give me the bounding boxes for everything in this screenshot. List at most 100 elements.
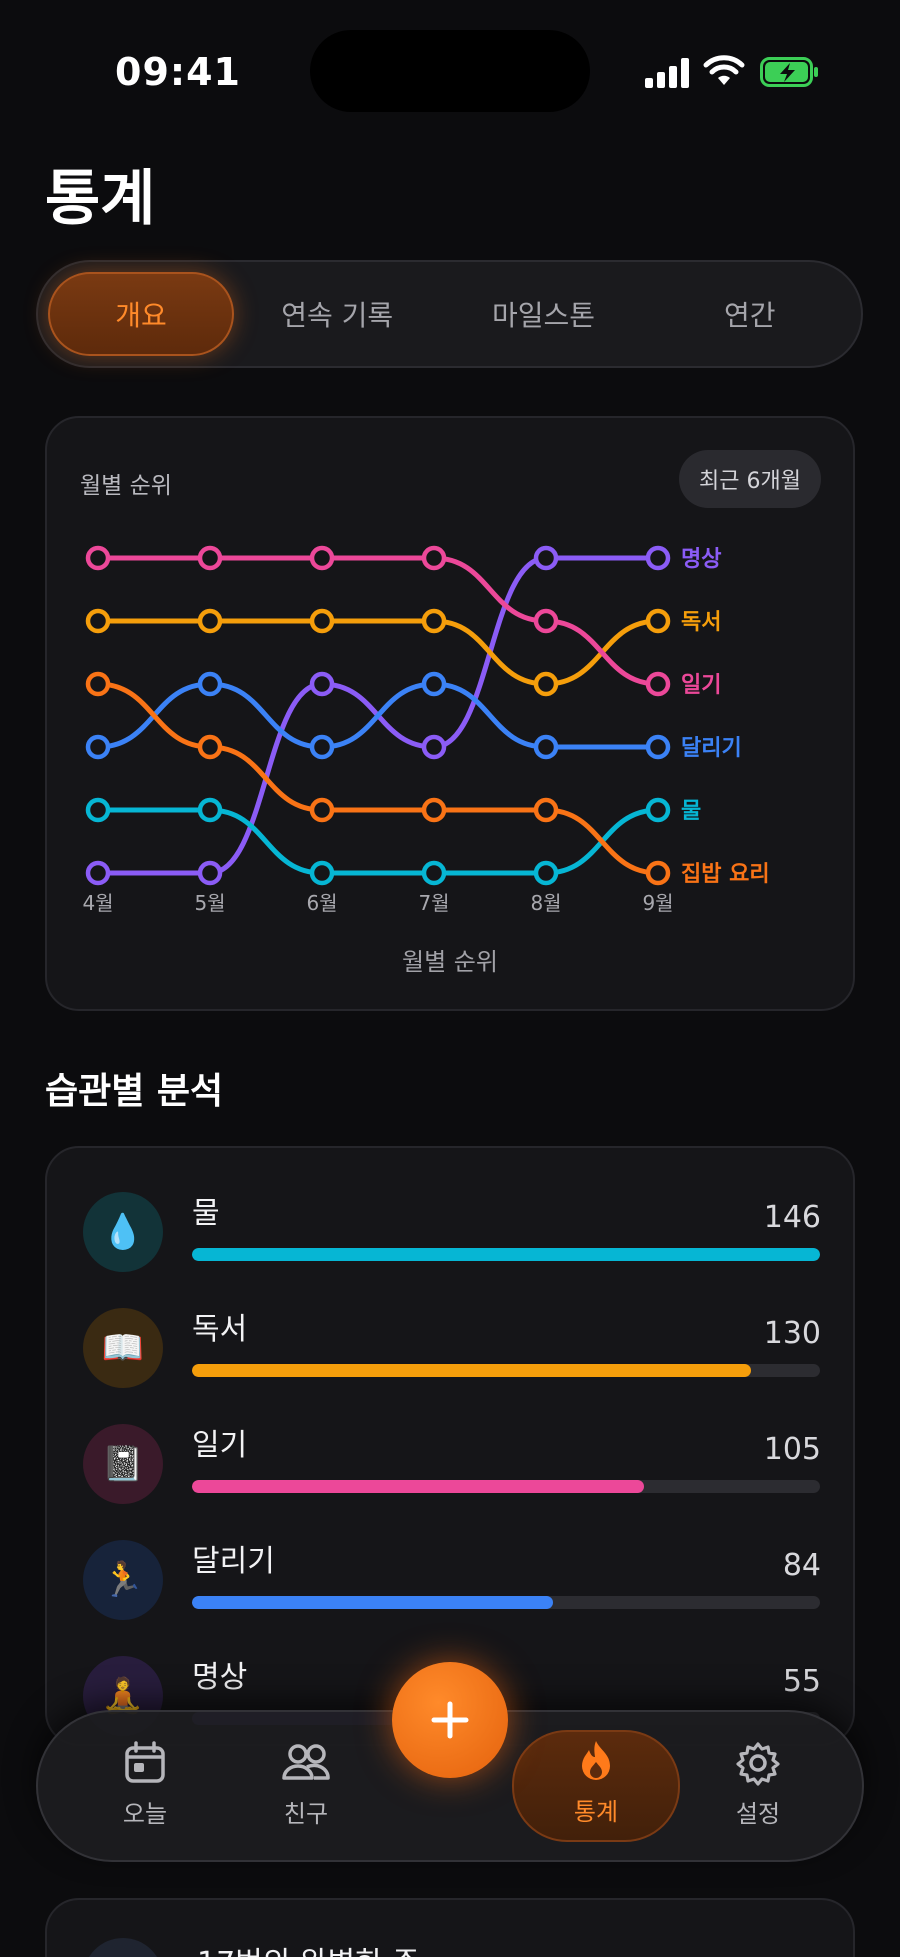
series-point[interactable] — [85, 797, 111, 823]
series-point[interactable] — [645, 545, 671, 571]
series-point[interactable] — [85, 608, 111, 634]
habit-progress-track — [192, 1480, 820, 1493]
series-point[interactable] — [197, 671, 223, 697]
habit-row[interactable]: 📓 일기 105 — [47, 1420, 853, 1536]
habit-name: 독서 — [192, 1312, 248, 1347]
perfect-weeks-card[interactable]: 17번의 완벽한 주 — [45, 1898, 855, 1957]
tabbar-item-today[interactable]: 오늘 — [65, 1734, 225, 1844]
series-point[interactable] — [197, 797, 223, 823]
tabbar-item-settings[interactable]: 설정 — [678, 1734, 838, 1844]
series-point[interactable] — [309, 545, 335, 571]
battery-icon — [760, 57, 818, 87]
notebook-icon: 📓 — [83, 1424, 163, 1504]
series-point[interactable] — [309, 608, 335, 634]
habit-progress-track — [192, 1248, 820, 1261]
wifi-icon — [703, 55, 745, 85]
tab-overview[interactable]: 개요 — [48, 272, 234, 356]
tabbar-item-stats[interactable]: 통계 — [512, 1730, 680, 1842]
series-point[interactable] — [197, 608, 223, 634]
habit-row[interactable]: 🏃 달리기 84 — [47, 1536, 853, 1652]
habit-analysis-title: 습관별 분석 — [45, 1071, 224, 1112]
series-point[interactable] — [533, 671, 559, 697]
series-point[interactable] — [309, 797, 335, 823]
tab-milestones[interactable]: 마일스톤 — [491, 299, 596, 332]
series-point[interactable] — [421, 734, 447, 760]
series-point[interactable] — [85, 671, 111, 697]
series-point[interactable] — [421, 797, 447, 823]
x-tick-label: 7월 — [418, 891, 449, 915]
series-point[interactable] — [197, 860, 223, 886]
habit-count: 84 — [782, 1548, 821, 1583]
habit-name: 명상 — [192, 1660, 248, 1695]
tab-streaks[interactable]: 연속 기록 — [281, 299, 394, 332]
habit-progress-fill — [192, 1480, 645, 1493]
series-point[interactable] — [421, 608, 447, 634]
habit-progress-fill — [192, 1248, 820, 1261]
book-icon: 📖 — [83, 1308, 163, 1388]
series-point[interactable] — [533, 545, 559, 571]
series-point[interactable] — [645, 608, 671, 634]
perfect-weeks-thumb — [83, 1938, 163, 1957]
gear-icon — [736, 1742, 780, 1786]
stats-tab-control: 개요 연속 기록 마일스톤 연간 — [36, 260, 863, 368]
habit-count: 105 — [763, 1432, 821, 1467]
friends-icon — [282, 1744, 330, 1780]
x-tick-label: 9월 — [642, 891, 673, 915]
chart-x-axis-label: 월별 순위 — [402, 948, 498, 976]
tabbar-label: 친구 — [283, 1800, 329, 1828]
dynamic-island — [310, 30, 590, 112]
habit-count: 130 — [763, 1316, 821, 1351]
add-habit-button[interactable] — [392, 1662, 508, 1778]
series-point[interactable] — [197, 734, 223, 760]
x-tick-label: 4월 — [82, 891, 113, 915]
series-point[interactable] — [533, 797, 559, 823]
range-selector[interactable]: 최근 6개월 — [679, 450, 821, 508]
tab-yearly[interactable]: 연간 — [724, 299, 776, 332]
status-bar: 09:41 — [0, 0, 900, 120]
x-tick-label: 8월 — [530, 891, 561, 915]
plus-icon — [431, 1701, 469, 1739]
tabbar-label: 통계 — [573, 1798, 619, 1826]
habit-row[interactable]: 💧 물 146 — [47, 1188, 853, 1304]
series-point[interactable] — [85, 545, 111, 571]
series-point[interactable] — [645, 797, 671, 823]
habit-name: 물 — [192, 1196, 220, 1231]
series-point[interactable] — [309, 734, 335, 760]
series-end-label: 명상 — [681, 547, 721, 572]
habit-progress-fill — [192, 1364, 751, 1377]
habit-analysis-card: 💧 물 146 📖 독서 130 📓 일기 105 🏃 달리기 84 🧘 명상 … — [45, 1146, 855, 1746]
x-tick-label: 5월 — [194, 891, 225, 915]
series-point[interactable] — [309, 671, 335, 697]
series-end-label: 독서 — [681, 610, 721, 635]
tabbar-label: 설정 — [735, 1800, 781, 1828]
series-point[interactable] — [421, 545, 447, 571]
habit-row[interactable]: 📖 독서 130 — [47, 1304, 853, 1420]
flame-icon — [582, 1741, 610, 1780]
series-end-label: 집밥 요리 — [681, 862, 770, 887]
series-point[interactable] — [85, 734, 111, 760]
series-point[interactable] — [533, 608, 559, 634]
x-tick-label: 6월 — [306, 891, 337, 915]
series-point[interactable] — [645, 734, 671, 760]
habit-count: 55 — [782, 1664, 821, 1699]
page-title: 통계 — [45, 164, 156, 234]
habit-progress-track — [192, 1364, 820, 1377]
series-point[interactable] — [533, 860, 559, 886]
series-point[interactable] — [197, 545, 223, 571]
series-point[interactable] — [85, 860, 111, 886]
habit-name: 일기 — [192, 1428, 248, 1463]
series-point[interactable] — [421, 671, 447, 697]
calendar-icon — [125, 1741, 165, 1783]
series-line-5 — [95, 681, 661, 876]
signal-icon — [645, 58, 689, 88]
series-point[interactable] — [645, 860, 671, 886]
tabbar-item-friends[interactable]: 친구 — [226, 1734, 386, 1844]
series-point[interactable] — [645, 671, 671, 697]
series-point[interactable] — [421, 860, 447, 886]
series-point[interactable] — [533, 734, 559, 760]
perfect-weeks-text: 17번의 완벽한 주 — [197, 1938, 420, 1957]
habit-progress-track — [192, 1596, 820, 1609]
habit-progress-fill — [192, 1596, 554, 1609]
series-point[interactable] — [309, 860, 335, 886]
